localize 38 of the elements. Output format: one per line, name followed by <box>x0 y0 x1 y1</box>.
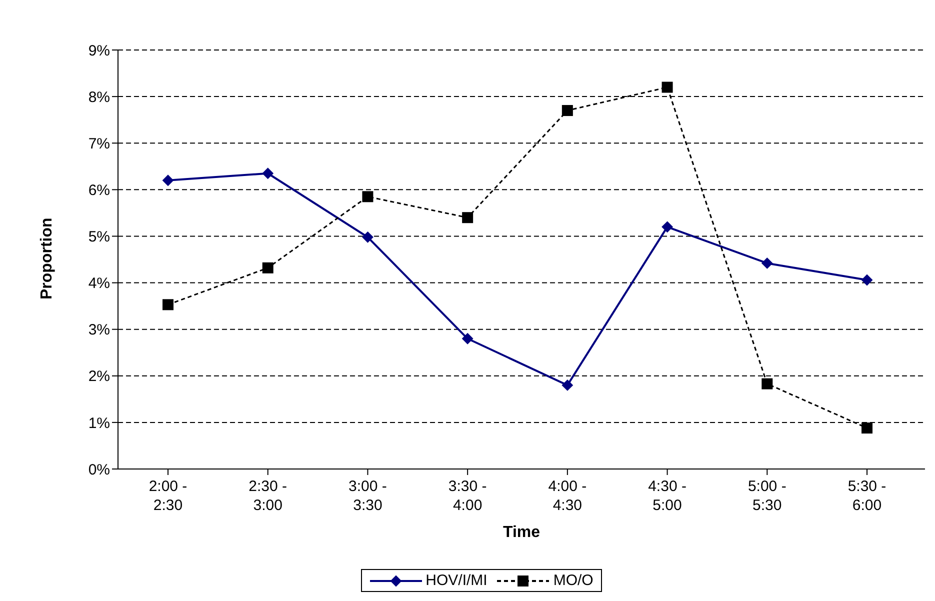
x-tick-label: 5:30 - 6:00 <box>848 478 886 514</box>
x-tick-label: 2:00 - 2:30 <box>148 478 188 514</box>
point <box>762 378 773 390</box>
point <box>662 82 673 93</box>
point <box>562 105 573 116</box>
x-tick-label: 4:00 - 4:30 <box>548 478 587 514</box>
y-tick-label: 5% <box>88 228 110 246</box>
point <box>562 380 573 391</box>
point <box>162 174 174 186</box>
legend-label: HOV/I/MI <box>426 572 488 589</box>
y-tick-label: 9% <box>88 42 110 60</box>
y-tick-label: 3% <box>88 322 110 339</box>
y-tick-label: 8% <box>88 88 110 106</box>
y-tick-label: 0% <box>88 461 110 478</box>
y-tick-label: 4% <box>88 275 110 292</box>
y-tick-label: 7% <box>88 135 110 152</box>
legend-label: MO/O <box>553 572 594 589</box>
y-tick-label: 2% <box>88 368 110 386</box>
x-tick-label: 2:30 - 3:00 <box>248 478 288 514</box>
x-tick-label: 3:30 - 4:00 <box>448 478 487 514</box>
y-tick-label: 6% <box>88 182 110 199</box>
x-axis-title: Time <box>502 524 540 541</box>
point <box>862 422 872 434</box>
x-tick-label: 5:00 - 5:30 <box>748 478 786 514</box>
y-axis-title: Proportion <box>38 218 56 300</box>
point <box>662 221 673 232</box>
point <box>262 262 274 274</box>
point <box>462 212 474 224</box>
y-tick-label: 1% <box>88 414 110 432</box>
point <box>362 232 374 243</box>
point <box>262 168 274 179</box>
point <box>862 274 872 286</box>
point <box>362 191 374 202</box>
x-tick-label: 4:30 - 5:00 <box>648 478 686 514</box>
point <box>462 333 474 344</box>
point <box>762 258 773 269</box>
point <box>162 299 174 310</box>
x-tick-label: 3:00 - 3:30 <box>348 478 387 514</box>
